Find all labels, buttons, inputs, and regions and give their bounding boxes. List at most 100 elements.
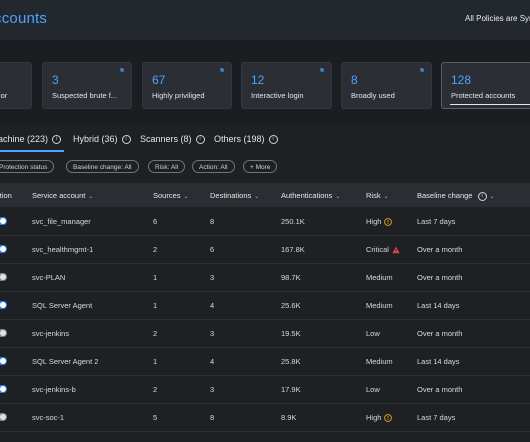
table-row[interactable]: svc_healthmgmt-1 2 6 167.8K Critical Over a m… <box>0 235 530 264</box>
service-account-cell[interactable]: svc-jenkins-b <box>32 385 76 394</box>
card-label: avior <box>0 91 8 100</box>
tab-hybrid[interactable]: Hybrid (36) i <box>73 134 131 144</box>
card-suspected-brute-force[interactable]: 3 Suspected brute f... <box>42 62 132 109</box>
card-value: 3 <box>52 73 59 87</box>
authentications-cell: 25.8K <box>281 357 301 366</box>
info-icon[interactable]: i <box>477 191 487 201</box>
chevron-down-icon: ⌄ <box>183 194 189 200</box>
table-row[interactable]: SQL Server Agent 1 4 25.6K Medium Last 14 day… <box>0 291 530 320</box>
tab-label: Scanners (8) <box>140 134 192 144</box>
column-header-risk[interactable]: Risk ⌄ <box>366 191 389 200</box>
protection-toggle[interactable] <box>0 301 7 309</box>
protection-toggle[interactable] <box>0 357 7 365</box>
table-row[interactable]: SQL Server Agent 2 1 4 25.8K Medium Last 14 d… <box>0 347 530 376</box>
baseline-change-cell: Last 14 days <box>417 301 460 310</box>
filter-risk[interactable]: Risk: All <box>148 160 186 173</box>
risk-cell: Critical <box>366 245 400 254</box>
tab-label: achine (223) <box>0 134 49 144</box>
authentications-cell: 98.7K <box>281 273 301 282</box>
card-suspicious-behavior[interactable]: avior <box>0 62 32 109</box>
card-interactive-login[interactable]: 12 Interactive login <box>241 62 332 109</box>
more-filters-button[interactable]: + More <box>243 160 278 173</box>
filter-protection-status[interactable]: Protection status <box>0 160 55 173</box>
filter-baseline-change[interactable]: Baseline change: All <box>66 160 139 173</box>
expand-icon[interactable] <box>417 68 424 75</box>
table-row[interactable]: svc-jenkins-b 2 3 17.9K Low Over a month <box>0 375 530 404</box>
card-highly-privileged[interactable]: 67 Highly priviliged <box>142 62 232 109</box>
tab-machine[interactable]: achine (223) i <box>0 134 62 144</box>
destinations-cell: 8 <box>210 217 215 226</box>
tab-scanners[interactable]: Scanners (8) i <box>140 134 205 144</box>
table-row[interactable]: svc-jenkins 2 3 19.5K Low Over a month <box>0 319 530 348</box>
service-account-cell[interactable]: svc-PLAN <box>32 273 66 282</box>
chevron-down-icon: ⌄ <box>254 194 260 200</box>
authentications-cell: 250.1K <box>281 217 305 226</box>
protection-toggle[interactable] <box>0 413 7 421</box>
page-header: ccounts All Policies are Syn <box>0 0 530 40</box>
expand-icon[interactable] <box>217 68 224 75</box>
chevron-down-icon: ⌄ <box>489 194 495 200</box>
protection-toggle[interactable] <box>0 273 7 281</box>
card-active-indicator <box>450 104 530 105</box>
authentications-cell: 8.9K <box>281 413 297 422</box>
service-account-cell[interactable]: svc_healthmgmt-1 <box>32 245 94 254</box>
card-broadly-used[interactable]: 8 Broadly used <box>341 62 432 109</box>
table-row[interactable]: svc-soc-1 5 8 8.9K High Last 7 days <box>0 403 530 432</box>
baseline-change-cell: Over a month <box>417 273 463 282</box>
table-row[interactable]: svc-PLAN 1 3 98.7K Medium Over a month <box>0 263 530 292</box>
service-account-cell[interactable]: SQL Server Agent 2 <box>32 357 99 366</box>
policy-sync-status: All Policies are Syn <box>465 14 530 23</box>
info-icon[interactable]: i <box>268 134 278 144</box>
tab-others[interactable]: Others (198) i <box>214 134 278 144</box>
summary-cards: avior 3 Suspected brute f... 67 Highly p… <box>0 40 530 126</box>
risk-cell: High <box>366 217 393 226</box>
risk-cell: Medium <box>366 301 393 310</box>
column-header-action[interactable]: ction <box>0 191 12 200</box>
destinations-cell: 3 <box>210 385 215 394</box>
card-label: Highly priviliged <box>152 91 205 100</box>
card-value: 67 <box>152 73 166 87</box>
risk-cell: Low <box>366 385 380 394</box>
risk-cell: Low <box>366 329 380 338</box>
sources-cell: 6 <box>153 217 158 226</box>
protection-toggle[interactable] <box>0 329 7 337</box>
card-value: 12 <box>251 73 265 87</box>
sources-cell: 5 <box>153 413 158 422</box>
service-account-cell[interactable]: svc-jenkins <box>32 329 70 338</box>
authentications-cell: 17.9K <box>281 385 301 394</box>
column-header-service-account[interactable]: Service account ⌄ <box>32 191 94 200</box>
service-account-cell[interactable]: svc_file_manager <box>32 217 91 226</box>
baseline-change-cell: Last 7 days <box>417 413 456 422</box>
table-row[interactable]: svc_file_manager 6 8 250.1K High Last 7 days <box>0 207 530 236</box>
destinations-cell: 3 <box>210 329 215 338</box>
column-header-authentications[interactable]: Authentications ⌄ <box>281 191 341 200</box>
card-protected-accounts[interactable]: 128 Protected accounts <box>441 62 530 109</box>
table-header: ction Service account⌄ Sources⌄ Destinat… <box>0 183 530 207</box>
sources-cell: 2 <box>153 385 158 394</box>
baseline-change-cell: Last 14 days <box>417 357 460 366</box>
info-icon[interactable]: i <box>195 134 205 144</box>
protection-toggle[interactable] <box>0 385 7 393</box>
column-header-baseline-change[interactable]: Baseline change i ⌄ <box>417 191 495 201</box>
authentications-cell: 25.6K <box>281 301 301 310</box>
expand-icon[interactable] <box>117 68 124 75</box>
expand-icon[interactable] <box>317 68 324 75</box>
protection-toggle[interactable] <box>0 217 7 225</box>
column-header-destinations[interactable]: Destinations ⌄ <box>210 191 260 200</box>
page-title: ccounts <box>0 10 48 27</box>
filter-action[interactable]: Action: All <box>192 160 235 173</box>
sources-cell: 1 <box>153 273 158 282</box>
warning-triangle-icon <box>392 246 400 254</box>
baseline-change-cell: Over a month <box>417 385 463 394</box>
baseline-change-cell: Last 7 days <box>417 217 456 226</box>
info-icon[interactable]: i <box>121 134 131 144</box>
chevron-down-icon: ⌄ <box>335 194 341 200</box>
baseline-change-cell: Over a month <box>417 329 463 338</box>
info-icon[interactable]: i <box>52 134 62 144</box>
card-label: Interactive login <box>251 91 304 100</box>
column-header-sources[interactable]: Sources ⌄ <box>153 191 189 200</box>
protection-toggle[interactable] <box>0 245 7 253</box>
service-account-cell[interactable]: SQL Server Agent <box>32 301 93 310</box>
service-account-cell[interactable]: svc-soc-1 <box>32 413 65 422</box>
filter-bar: Protection status Baseline change: All R… <box>0 160 530 175</box>
